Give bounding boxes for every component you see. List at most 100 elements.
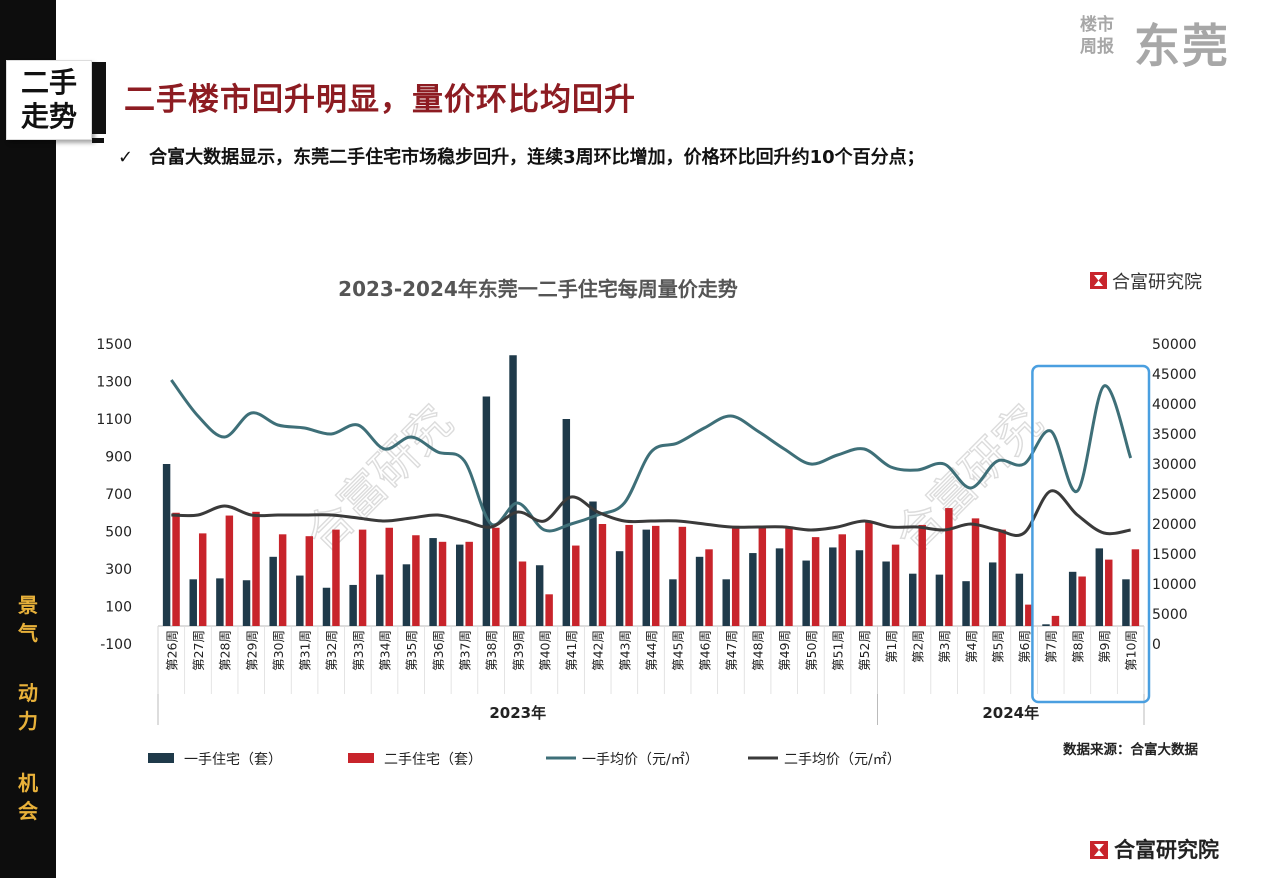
bar-second-home [945,508,953,626]
bar-new-home [562,419,571,626]
bar-second-home [492,527,500,626]
group-label: 2023年 [489,704,546,722]
bar-second-home [252,511,260,626]
watermark: 合富研究 [295,395,463,563]
left-axis-tick: 1100 [96,412,132,428]
category-label: 第36周 [431,630,446,671]
bar-new-home [909,573,917,626]
category-label: 第50周 [804,630,819,671]
bar-second-home [838,534,847,626]
bar-second-home [172,512,180,626]
bar-new-home [216,578,224,626]
sidebar-word: 气 [18,621,38,645]
right-axis-tick: 25000 [1152,487,1197,503]
bar-second-home [971,518,980,626]
bar-new-home [455,544,464,626]
bar-new-home [162,464,171,626]
bar-second-home [652,525,660,626]
bar-new-home [269,556,277,626]
category-label: 第30周 [271,630,286,671]
left-axis-tick: -100 [100,637,132,653]
watermark: 合富研究 [885,395,1053,563]
category-label: 第38周 [484,630,499,671]
bar-second-home [1025,604,1033,626]
category-label: 第47周 [724,630,739,671]
bar-new-home [695,556,704,626]
highlight-box [1031,364,1151,704]
bar-new-home [535,565,544,626]
bar-second-home [785,526,793,626]
bar-new-home [775,548,784,626]
bar-second-home [1051,615,1060,626]
sidebar-word: 动 [18,681,38,705]
section-tag-line1: 二手 [20,66,77,99]
right-axis-tick: 10000 [1152,577,1197,593]
left-axis-tick: 300 [105,562,132,578]
category-label: 第44周 [644,630,659,671]
category-label: 第6周 [1017,630,1032,663]
bar-second-home [278,534,287,626]
right-axis-tick: 40000 [1152,397,1197,413]
category-label: 第3周 [937,630,952,663]
bar-second-home [731,525,740,626]
bar-second-home [865,522,873,626]
category-label: 第28周 [218,630,233,671]
bar-second-home [998,529,1006,626]
category-label: 第4周 [964,630,979,663]
hefu-logo-icon [1090,841,1108,859]
category-label: 第48周 [751,630,766,671]
bar-second-home [305,536,314,626]
bar-second-home [412,535,420,626]
bar-second-home [891,544,900,626]
check-icon: ✓ [118,147,134,168]
bar-new-home [376,574,384,626]
bar-second-home [545,594,553,626]
bar-new-home [988,562,997,626]
legend-label: 一手住宅（套） [184,752,282,768]
bar-second-home [332,529,340,626]
chart-brand: 合富研究院 [1112,272,1202,293]
bar-new-home [642,529,650,626]
right-axis-tick: 35000 [1152,427,1197,443]
category-label: 第2周 [910,630,925,663]
bar-new-home [296,575,304,626]
bar-new-home [962,581,970,626]
bar-second-home [598,524,607,626]
bar-new-home [349,584,357,626]
group-label: 2024年 [982,704,1039,722]
bar-new-home [322,587,331,626]
right-axis-tick: 20000 [1152,517,1197,533]
summary-text: 合富大数据显示，东莞二手住宅市场稳步回升，连续3周环比增加，价格环比回升约10个… [149,147,925,168]
bar-second-home [438,541,447,626]
legend-label: 一手均价（元/㎡） [582,752,699,768]
bar-new-home [802,560,810,626]
category-label: 第32周 [324,630,339,671]
footer-brand-text: 合富研究院 [1114,838,1219,862]
category-label: 第41周 [564,630,579,671]
category-label: 第39周 [511,630,526,671]
bar-second-home [918,524,926,626]
bar-new-home [1068,571,1077,626]
section-tag-dot [92,138,104,143]
category-label: 第1周 [884,630,899,663]
category-label: 第42周 [591,630,606,671]
bar-second-home [705,549,713,626]
right-axis-tick: 45000 [1152,367,1197,383]
left-axis-tick: 100 [105,600,132,616]
chart-title: 2023-2024年东莞一二手住宅每周量价走势 [338,277,738,301]
left-axis-tick: 1300 [96,375,132,391]
right-axis-tick: 30000 [1152,457,1197,473]
bar-new-home [1042,624,1050,626]
bar-new-home [189,579,197,626]
bar-new-home [855,550,864,626]
bar-second-home [625,524,633,626]
bar-new-home [935,574,944,626]
bar-second-home [358,529,367,626]
bar-new-home [509,355,517,626]
category-label: 第7周 [1044,630,1059,663]
bar-new-home [829,547,837,626]
brand-weekly-line2: 周报 [1080,37,1114,57]
bar-second-home [198,533,207,626]
sidebar-word: 景 [18,593,38,617]
bar-new-home [749,553,757,626]
